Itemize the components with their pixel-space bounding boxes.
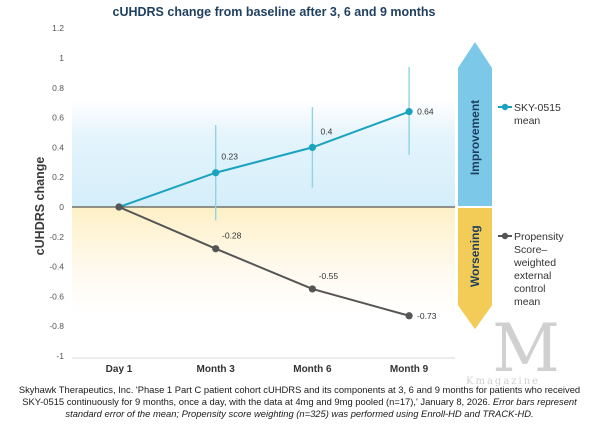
legend-label: SKY-0515 mean [514,102,561,127]
improvement-label: Improvement [468,100,482,175]
data-point [308,285,316,293]
y-tick-label: 1 [59,53,64,63]
data-point [115,203,123,211]
data-label: -0.28 [222,231,242,241]
data-label: -0.73 [417,311,437,321]
kmagazine-watermark: M Kmagazine [466,310,586,388]
y-tick-label: 0.2 [52,172,64,182]
data-label: 0.23 [221,152,238,162]
watermark-letter: M [492,310,560,387]
y-tick-label: -0.2 [49,232,64,242]
y-tick-label: 0.6 [52,113,64,123]
y-tick-label: -0.4 [49,262,64,272]
data-label: 0.4 [320,126,332,136]
x-tick-label: Day 1 [106,364,133,375]
improvement-arrow [458,42,492,206]
y-tick-label: 0.4 [52,142,64,152]
data-point [212,245,220,253]
data-label: 0.64 [417,107,434,117]
worsening-arrow [458,208,492,330]
x-tick-label: Month 3 [197,364,236,375]
y-tick-label: -1 [56,351,64,361]
data-point [212,169,220,177]
x-tick-label: Month 9 [390,364,429,375]
legend-label: Propensity Score– weighted external control m… [513,231,564,308]
data-point [308,143,316,151]
y-tick-label: 0 [59,202,64,212]
legend-item-sky-0515: SKY-0515 mean [498,102,561,127]
x-tick-label: Month 6 [293,364,332,375]
series-line [118,206,410,317]
series-external-control-mean: -0.28 -0.55 -0.73 [115,203,437,321]
caption-notes: Error bars represent standard error of t… [65,396,577,419]
caption-source: Skyhawk Therapeutics, Inc. 'Phase 1 Part… [18,384,581,407]
worsening-label: Worsening [468,225,482,287]
watermark-text: Kmagazine [466,376,541,387]
data-point [405,312,413,320]
y-axis-label: cUHDRS change [33,157,47,256]
y-tick-label: -0.6 [49,291,64,301]
worsening-band [72,207,455,315]
data-point [405,108,413,116]
legend-swatch-marker [501,103,509,111]
y-tick-label: -0.8 [49,321,64,331]
y-tick-label: 0.8 [52,83,64,93]
figure-caption: Skyhawk Therapeutics, Inc. 'Phase 1 Part… [8,384,591,420]
chart-title: cUHDRS change from baseline after 3, 6 a… [113,5,436,19]
y-tick-label: 1.2 [52,23,64,33]
legend-swatch-marker [501,232,509,240]
data-label: -0.55 [319,271,339,281]
series-line [118,110,410,208]
legend-item-external-control: Propensity Score– weighted external control m… [498,231,564,308]
